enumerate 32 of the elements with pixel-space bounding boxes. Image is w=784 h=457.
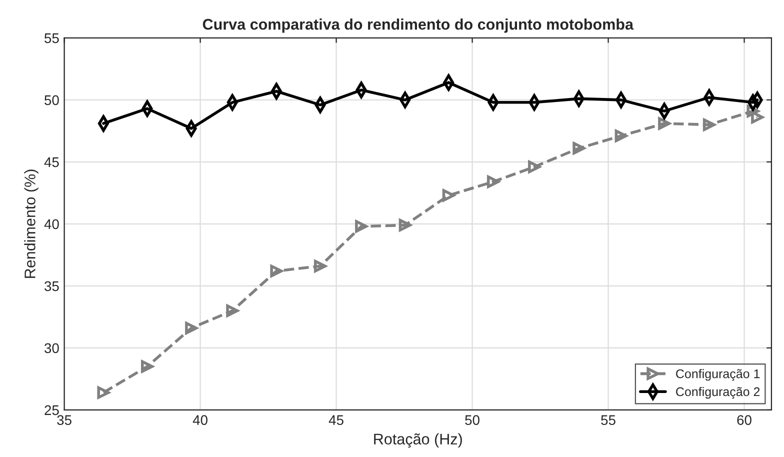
y-tick-label: 50 xyxy=(44,95,59,106)
point xyxy=(702,118,716,131)
point xyxy=(528,160,541,174)
x-tick-label: 35 xyxy=(57,415,72,425)
point xyxy=(140,360,154,373)
y-tick-label: 55 xyxy=(44,33,59,44)
point xyxy=(658,117,671,130)
point xyxy=(572,142,586,155)
y-axis-title: Rendimento (%) xyxy=(24,170,38,278)
x-tick-label: 60 xyxy=(737,415,752,425)
point xyxy=(185,322,198,334)
x-tick-label: 50 xyxy=(465,415,480,425)
x-tick-label: 55 xyxy=(601,415,616,425)
chart-title: Curva comparativa do rendimento do conjunto motobomba xyxy=(202,18,634,33)
point xyxy=(398,218,412,232)
point xyxy=(442,189,455,202)
legend-label: Configuração 2 xyxy=(676,386,760,399)
point xyxy=(751,111,764,124)
point xyxy=(270,264,283,278)
point xyxy=(226,304,239,317)
x-tick-label: 45 xyxy=(328,415,344,425)
point xyxy=(614,130,628,142)
legend-label: Configuração 1 xyxy=(676,369,760,381)
x-axis-title: Rotação (Hz) xyxy=(374,433,462,448)
point xyxy=(97,386,110,399)
y-tick-label: 30 xyxy=(44,343,59,354)
y-tick-label: 35 xyxy=(44,281,59,292)
point xyxy=(355,220,368,233)
y-tick-label: 40 xyxy=(44,219,59,230)
y-tick-label: 25 xyxy=(44,405,59,416)
y-tick-label: 45 xyxy=(44,157,59,168)
x-tick-label: 40 xyxy=(192,415,208,425)
